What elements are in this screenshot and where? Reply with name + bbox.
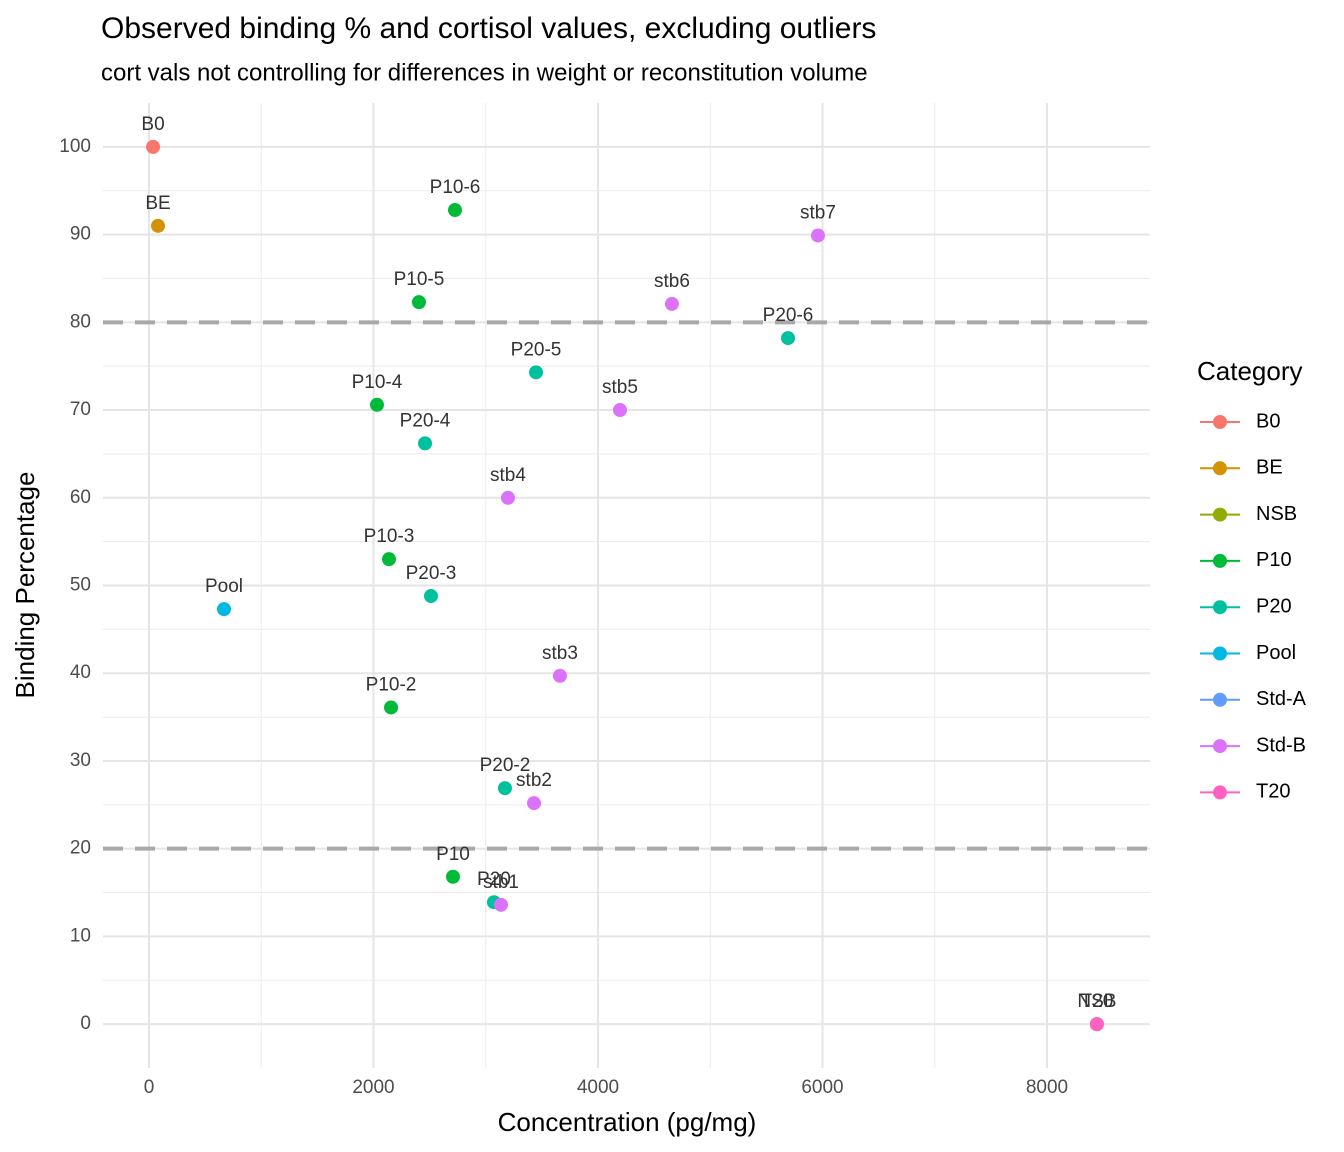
- y-axis-label: Binding Percentage: [10, 472, 40, 699]
- legend-label: P10: [1256, 549, 1292, 571]
- chart-subtitle: cort vals not controlling for difference…: [101, 59, 868, 86]
- x-tick-label: 4000: [577, 1077, 619, 1098]
- x-tick-label: 2000: [352, 1077, 394, 1098]
- point: [423, 589, 438, 604]
- legend-key-dot: [1213, 692, 1227, 707]
- point: [781, 331, 796, 346]
- y-tick-label: 40: [70, 662, 91, 683]
- legend-key-dot: [1213, 646, 1227, 661]
- legend-key-dot: [1213, 507, 1227, 522]
- point: [664, 296, 679, 311]
- legend-label: B0: [1256, 410, 1280, 432]
- point-label: B0: [141, 114, 164, 135]
- point: [146, 139, 161, 154]
- point: [552, 668, 567, 683]
- y-tick-label: 100: [59, 136, 91, 157]
- point-label: stb1: [483, 872, 519, 893]
- point-label: stb4: [490, 465, 526, 486]
- legend-label: T20: [1256, 781, 1290, 803]
- legend-label: Pool: [1256, 642, 1296, 664]
- point: [445, 869, 460, 884]
- point-label: P20-3: [406, 563, 457, 584]
- point-label: P20: [477, 869, 511, 890]
- point: [150, 218, 165, 233]
- point-label: P10-4: [352, 372, 403, 393]
- point: [1089, 1017, 1104, 1032]
- point-label: P20-2: [480, 755, 531, 776]
- legend-key-dot: [1213, 553, 1227, 568]
- y-tick-label: 10: [70, 925, 91, 946]
- y-tick-label: 0: [80, 1013, 91, 1034]
- legend-title: Category: [1197, 356, 1303, 386]
- legend-label: NSB: [1256, 503, 1297, 525]
- point-label: P20-4: [400, 410, 451, 431]
- legend-key-dot: [1213, 461, 1227, 476]
- point: [411, 295, 426, 310]
- point-label: NSB: [1077, 991, 1116, 1012]
- legend-label: P20: [1256, 595, 1292, 617]
- point-label: P20-6: [763, 305, 814, 326]
- point: [612, 403, 627, 418]
- legend-key-dot: [1213, 600, 1227, 615]
- point-label: P10-2: [366, 674, 417, 695]
- y-tick-label: 60: [70, 487, 91, 508]
- legend-key-dot: [1213, 739, 1227, 754]
- legend-label: BE: [1256, 457, 1283, 479]
- point-label: P10: [436, 844, 470, 865]
- point-label: T20: [1081, 991, 1114, 1012]
- point: [418, 436, 433, 451]
- legend-label: Std-A: [1256, 688, 1307, 710]
- y-tick-label: 50: [70, 575, 91, 596]
- y-tick-label: 30: [70, 750, 91, 771]
- legend-key-dot: [1213, 415, 1227, 429]
- point: [500, 490, 515, 505]
- point-label: P10-3: [364, 526, 415, 547]
- point: [216, 602, 231, 617]
- point: [529, 365, 544, 380]
- y-tick-label: 90: [70, 224, 91, 245]
- point: [447, 203, 462, 218]
- point: [381, 552, 396, 567]
- point-label: P10-5: [394, 269, 445, 290]
- point: [369, 397, 384, 412]
- point-label: Pool: [205, 576, 243, 597]
- point: [810, 228, 825, 243]
- point: [494, 897, 509, 912]
- point-label: stb3: [542, 643, 578, 664]
- x-tick-label: 8000: [1026, 1077, 1068, 1098]
- point-label: stb7: [800, 202, 836, 223]
- point-label: stb6: [654, 271, 690, 292]
- point: [527, 796, 542, 811]
- point: [384, 700, 399, 715]
- point-label: BE: [145, 193, 170, 214]
- y-tick-label: 20: [70, 838, 91, 859]
- x-axis-label: Concentration (pg/mg): [498, 1107, 757, 1137]
- point-label: P20-5: [511, 339, 562, 360]
- x-tick-label: 6000: [801, 1077, 843, 1098]
- point-label: P10-6: [430, 177, 481, 198]
- legend-key-dot: [1213, 785, 1227, 800]
- y-tick-label: 70: [70, 399, 91, 420]
- point-label: stb5: [602, 377, 638, 398]
- point-label: stb2: [516, 770, 552, 791]
- y-tick-label: 80: [70, 311, 91, 332]
- x-tick-label: 0: [144, 1077, 155, 1098]
- chart-title: Observed binding % and cortisol values, …: [101, 12, 876, 45]
- legend-label: Std-B: [1256, 734, 1306, 756]
- point: [497, 781, 512, 796]
